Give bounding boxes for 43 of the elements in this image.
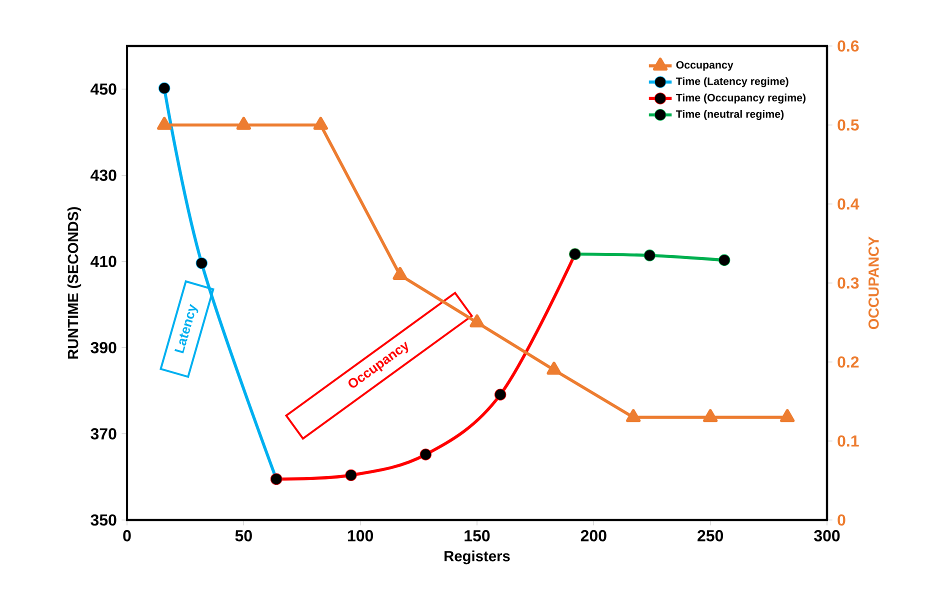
point [313, 116, 328, 130]
y2-tick-label: 0.4 [838, 198, 860, 210]
y-tick-label: 430 [90, 170, 116, 181]
point [470, 314, 484, 328]
y2-tick-label: 0.1 [838, 435, 859, 447]
legend-label: Time (Occupancy regime) [676, 94, 806, 104]
x-axis-title: Registers [444, 550, 510, 564]
point [703, 409, 718, 422]
point [345, 469, 357, 482]
y-axis-title: RUNTIME (SECONDS) [67, 207, 82, 359]
point [158, 82, 170, 94]
y2-tick-label: 0 [838, 514, 846, 526]
x-tick-label: 300 [814, 530, 840, 542]
y2-tick-label: 0.5 [838, 119, 859, 131]
point [718, 254, 730, 266]
y-tick-label: 370 [90, 428, 116, 440]
x-tick-label: 200 [580, 530, 606, 542]
legend-label: Time (neutral regime) [676, 110, 784, 120]
x-tick-label: 0 [123, 530, 131, 542]
point [392, 266, 408, 280]
point [494, 388, 506, 400]
point [626, 409, 641, 422]
x-tick-label: 100 [348, 530, 374, 542]
point [780, 409, 795, 422]
y2-tick-label: 0.6 [838, 40, 859, 52]
point [420, 448, 432, 460]
y2-tick-label: 0.2 [838, 356, 859, 368]
y-tick-label: 350 [90, 514, 116, 526]
y2-axis-title: OCCUPANCY [868, 236, 879, 330]
y2-tick-label: 0.3 [838, 277, 859, 289]
point [157, 116, 172, 130]
x-tick-label: 50 [235, 530, 252, 542]
legend-label: Occupancy [676, 61, 734, 71]
legend-label: Time (Latency regime) [676, 77, 788, 88]
x-tick-label: 250 [698, 530, 724, 542]
point [196, 257, 208, 270]
x-tick-label: 150 [464, 530, 490, 542]
y-tick-label: 410 [90, 256, 116, 268]
point [644, 250, 656, 262]
y-tick-label: 450 [90, 83, 116, 95]
point [236, 116, 251, 130]
y-tick-label: 390 [90, 342, 116, 354]
point [546, 362, 562, 375]
